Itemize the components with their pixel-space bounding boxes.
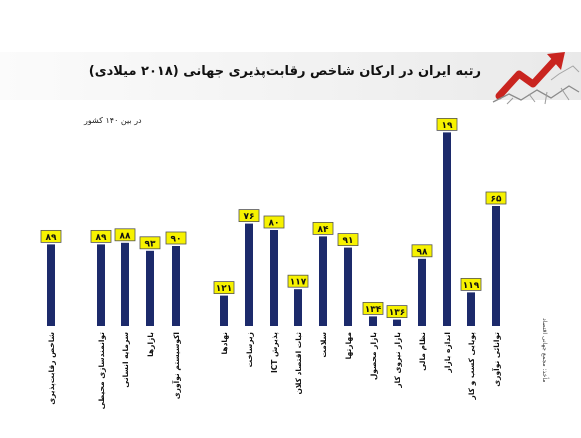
value-label: ۹۸ — [417, 247, 428, 257]
bar — [344, 247, 352, 326]
value-label: ۹۳ — [145, 239, 156, 249]
value-label-box — [436, 118, 458, 131]
category-label: ثبات اقتصاد کلان — [294, 332, 303, 395]
bar — [270, 230, 278, 326]
value-label-box — [40, 229, 62, 243]
bar — [418, 258, 426, 326]
value-label-box — [362, 301, 384, 315]
category-label: اکوسیستم نوآوری — [171, 332, 181, 399]
bar-group: ۸۹ توانمندسازی محیطی — [90, 229, 112, 410]
bar-group: ۱۱۹ پویایی کسب و کار — [460, 277, 482, 401]
bar-group: ۱۱۷ ثبات اقتصاد کلان — [287, 274, 309, 395]
value-label: ۸۹ — [46, 233, 57, 243]
value-label-box — [337, 233, 359, 247]
value-label-box — [411, 244, 433, 258]
category-label: سرمایه انسانی — [121, 332, 130, 388]
bar-group: ۸۸ سرمایه انسانی — [114, 228, 136, 388]
bar-group: ۹۸ نظام مالی — [411, 244, 433, 371]
category-label: پویایی کسب و کار — [467, 332, 476, 401]
value-label: ۸۸ — [120, 231, 131, 241]
bar — [294, 289, 302, 326]
bar-group: ۸۰ پذیرش ICT — [263, 215, 285, 373]
bar — [97, 244, 105, 326]
bar — [369, 316, 377, 326]
value-label-box — [287, 274, 309, 288]
category-label: توانمندسازی محیطی — [97, 332, 106, 410]
title-banner — [0, 52, 581, 100]
value-label: ۷۶ — [244, 212, 255, 222]
category-label: بازار نیروی کار — [393, 332, 402, 389]
bar — [146, 250, 154, 326]
bar-group: ۹۱ مهارتها — [337, 233, 359, 360]
category-label: بازار محصول — [369, 332, 378, 380]
bar-group: ۱۹ اندازه بازار — [436, 118, 458, 374]
value-label-box — [460, 277, 482, 291]
value-label: ۱۳۴ — [365, 305, 382, 315]
category-label: نظام مالی — [418, 332, 427, 371]
value-label-box — [312, 221, 334, 235]
chart-title: رتبه ایران در ارکان شاخص رقابت‌پذیری جها… — [88, 64, 481, 79]
bar — [319, 236, 327, 326]
bar-group: ۱۲۱ نهادها — [213, 281, 235, 355]
category-label: نهادها — [220, 332, 229, 355]
value-label-box — [139, 236, 161, 250]
bar-group: ۶۵ توانائی نوآوری — [485, 191, 507, 387]
category-label: زیرساخت — [245, 332, 254, 367]
bar-group: ۹۰ اکوسیستم نوآوری — [165, 231, 187, 399]
category-label: توانائی نوآوری — [491, 332, 501, 387]
category-label: اندازه بازار — [443, 332, 452, 374]
bar — [443, 132, 451, 326]
value-label-box — [213, 281, 235, 295]
value-label: ۹۱ — [343, 236, 354, 246]
source-note: مأخذ: مجمع جهانی اقتصاد — [541, 318, 548, 383]
bar — [467, 292, 475, 326]
value-label-box — [90, 229, 112, 243]
value-label: ۱۲۱ — [216, 284, 232, 294]
value-label: ۱۱۷ — [290, 278, 307, 288]
rising-arrow-logo — [492, 52, 580, 105]
value-label-box — [386, 305, 408, 319]
bar-group: ۸۴ سلامت — [312, 221, 334, 358]
value-label: ۱۱۹ — [463, 281, 480, 291]
bar-group: ۱۳۴ بازار محصول — [362, 301, 384, 380]
category-label: پذیرش ICT — [270, 332, 279, 373]
bar — [220, 295, 228, 326]
bar-group: ۷۶ زیرساخت — [238, 209, 260, 367]
value-label: ۸۴ — [318, 225, 329, 235]
bar-group: ۹۳ بازارها — [139, 236, 161, 357]
category-label: شاخص رقابت‌پذیری — [47, 332, 56, 405]
value-label: ۹۰ — [171, 235, 182, 245]
value-label: ۱۹ — [442, 121, 453, 131]
y-axis-unit-note: در بین ۱۴۰ کشور — [84, 116, 142, 125]
value-label-box — [238, 209, 260, 223]
bar — [492, 206, 500, 326]
category-label: بازارها — [146, 332, 155, 357]
bar-group: ۱۳۶ بازار نیروی کار — [386, 305, 408, 389]
category-label: مهارتها — [344, 332, 353, 360]
value-label: ۸۰ — [269, 219, 280, 229]
value-label: ۱۳۶ — [389, 308, 405, 318]
bar — [47, 244, 55, 326]
value-label-box — [263, 215, 285, 229]
bar — [393, 319, 401, 326]
category-label: سلامت — [319, 332, 328, 358]
red-arrow-rising-from-cracked-ground-icon — [492, 52, 580, 105]
value-label-box — [485, 191, 507, 205]
bar — [172, 246, 180, 326]
value-label: ۶۵ — [491, 195, 502, 205]
bar-group: ۸۹ شاخص رقابت‌پذیری — [40, 229, 62, 405]
value-label-box — [165, 231, 187, 245]
bar — [121, 242, 129, 326]
bar — [245, 223, 253, 326]
value-label: ۸۹ — [96, 233, 107, 243]
value-label-box — [114, 228, 136, 242]
